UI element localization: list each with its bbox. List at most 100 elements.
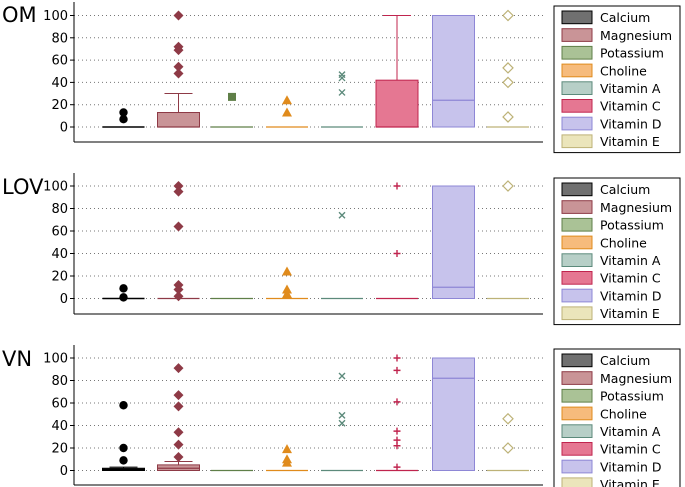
outlier-point (393, 463, 401, 471)
legend-label: Calcium (600, 10, 650, 25)
y-tick-label: 60 (51, 225, 68, 240)
legend-label: Magnesium (600, 28, 672, 43)
outlier-point (282, 107, 292, 117)
legend-label: Calcium (600, 182, 650, 197)
legend-swatch (561, 306, 593, 321)
outlier-point (282, 289, 292, 298)
outlier-point (173, 439, 184, 450)
box-iqr (375, 79, 419, 128)
y-tick-label: 100 (43, 352, 68, 367)
legend-label: Choline (600, 406, 647, 421)
legend-label: Vitamin E (600, 477, 660, 487)
box-vitamin-c (375, 15, 419, 128)
box-vitamin-d (432, 357, 475, 471)
box-iqr (432, 185, 475, 299)
legend-swatch (561, 371, 593, 385)
outlier-point (119, 108, 128, 117)
box-choline (266, 266, 308, 300)
box-vitamin-c (376, 354, 418, 472)
outlier-point (173, 186, 184, 197)
outlier-point (282, 444, 292, 454)
outlier-point (173, 45, 184, 56)
legend-swatch (561, 288, 593, 303)
outlier-point (502, 111, 514, 123)
panel-title: VN (2, 347, 32, 371)
y-tick-label: 20 (51, 98, 68, 113)
y-tick-label: 100 (43, 9, 68, 24)
legend: Calcium Magnesium Potassium Choline Vitamin … (553, 5, 681, 154)
outlier-point (393, 182, 401, 190)
outlier-point (338, 88, 346, 96)
outlier-point (173, 291, 184, 302)
legend-label: Calcium (600, 353, 650, 368)
y-tick-label: 0 (60, 121, 68, 136)
legend-label: Magnesium (600, 371, 672, 386)
legend-swatch (561, 235, 593, 250)
legend-label: Vitamin C (600, 99, 661, 114)
legend-swatch (561, 81, 593, 96)
y-tick-label: 0 (60, 292, 68, 307)
legend-label: Vitamin A (600, 81, 661, 96)
y-tick-label: 60 (51, 54, 68, 69)
box-vitamin-c (376, 182, 418, 300)
outlier-point (502, 62, 514, 74)
y-tick-label: 20 (51, 442, 68, 457)
outlier-point (393, 354, 401, 362)
y-tick-label: 80 (51, 31, 68, 46)
outlier-point (119, 401, 128, 410)
box-vitamin-a (321, 71, 363, 128)
box-vitamin-e (487, 412, 529, 472)
outlier-point (393, 442, 401, 450)
outlier-point (119, 114, 128, 124)
outlier-point (338, 419, 346, 427)
box-iqr (432, 15, 475, 128)
outlier-point (228, 92, 236, 101)
legend-swatch (561, 63, 593, 78)
y-tick-label: 40 (51, 419, 68, 434)
box-iqr (432, 357, 475, 471)
outlier-point (282, 266, 292, 276)
legend-swatch (561, 10, 593, 25)
outlier-point (173, 284, 184, 295)
y-tick-label: 80 (51, 202, 68, 217)
outlier-point (173, 221, 184, 232)
y-tick-label: 60 (51, 397, 68, 412)
box-iqr (157, 112, 200, 128)
y-tick-label: 40 (51, 76, 68, 91)
legend-label: Vitamin E (600, 306, 660, 321)
legend-label: Magnesium (600, 200, 672, 215)
outlier-point (119, 456, 128, 465)
outlier-point (173, 181, 184, 191)
box-choline (266, 444, 308, 472)
panel-title: LOV (2, 175, 44, 199)
outlier-point (282, 457, 292, 467)
y-tick-label: 0 (60, 464, 68, 479)
y-tick-label: 40 (51, 247, 68, 262)
legend-swatch (561, 182, 593, 197)
box-vitamin-e (487, 9, 529, 128)
outlier-point (338, 211, 346, 219)
y-tick-label: 80 (51, 374, 68, 389)
legend-swatch (561, 271, 593, 285)
outlier-point (173, 61, 184, 72)
box-magnesium (157, 181, 200, 302)
legend-label: Vitamin A (600, 424, 661, 439)
outlier-point (393, 398, 401, 406)
legend-swatch (561, 353, 593, 368)
y-tick-label: 100 (43, 180, 68, 195)
legend-swatch (561, 388, 593, 403)
legend-label: Vitamin A (600, 253, 661, 268)
outlier-point (502, 76, 514, 89)
legend-swatch (561, 200, 593, 214)
legend-swatch (561, 253, 593, 268)
outlier-point (119, 443, 128, 453)
outlier-point (173, 10, 184, 21)
legend-swatch (561, 459, 593, 474)
y-tick-label: 20 (51, 270, 68, 285)
box-magnesium (157, 10, 200, 128)
legend-label: Vitamin C (600, 442, 661, 457)
legend-label: Vitamin E (600, 134, 660, 149)
legend-swatch (561, 406, 593, 421)
outlier-point (282, 95, 292, 105)
